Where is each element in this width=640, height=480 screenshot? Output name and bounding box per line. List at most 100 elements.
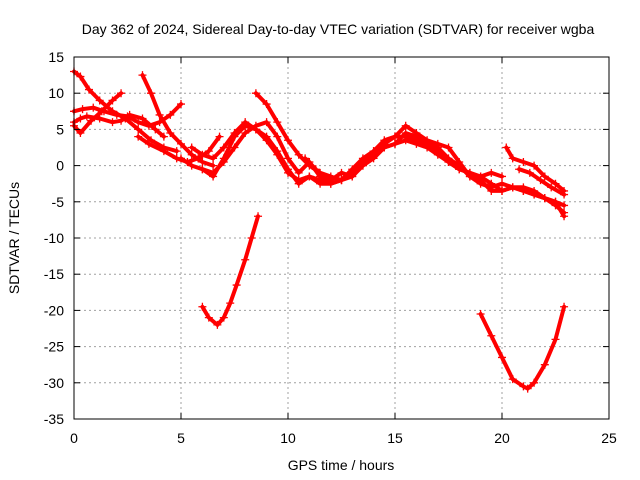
data-point bbox=[219, 157, 228, 166]
data-point bbox=[138, 114, 147, 123]
y-tick-label: -5 bbox=[52, 194, 65, 210]
x-tick-label: 5 bbox=[177, 430, 185, 446]
data-point bbox=[204, 147, 213, 156]
data-point bbox=[369, 147, 378, 156]
data-point bbox=[498, 179, 506, 188]
series-track-10 bbox=[251, 89, 506, 185]
data-point bbox=[519, 157, 528, 166]
data-point bbox=[498, 172, 506, 181]
y-tick-label: -35 bbox=[44, 411, 64, 427]
data-point bbox=[560, 302, 569, 311]
y-tick-label: -25 bbox=[44, 339, 64, 355]
data-layer bbox=[70, 67, 569, 393]
y-tick-label: 10 bbox=[48, 85, 64, 101]
data-point bbox=[230, 129, 239, 138]
data-point bbox=[177, 100, 185, 109]
series-track-3 bbox=[70, 110, 168, 141]
data-point bbox=[187, 143, 196, 152]
data-point bbox=[251, 121, 260, 130]
y-axis-label: SDTVAR / TECUs bbox=[6, 182, 22, 294]
data-point bbox=[560, 190, 569, 199]
data-point bbox=[187, 161, 196, 170]
data-point bbox=[273, 150, 282, 159]
data-point bbox=[97, 107, 106, 116]
series-track-9 bbox=[198, 118, 569, 221]
data-point bbox=[95, 114, 104, 123]
data-point bbox=[117, 89, 126, 98]
series-track-5 bbox=[138, 71, 218, 170]
data-point bbox=[247, 234, 256, 242]
data-point bbox=[465, 172, 474, 181]
series-track-1 bbox=[70, 67, 181, 156]
data-point bbox=[508, 183, 517, 192]
data-point bbox=[82, 112, 91, 121]
data-point bbox=[76, 114, 85, 123]
data-point bbox=[358, 154, 367, 163]
data-point bbox=[536, 176, 545, 185]
data-point bbox=[172, 147, 181, 156]
data-point bbox=[241, 129, 250, 138]
data-point bbox=[547, 183, 556, 192]
data-point bbox=[337, 176, 346, 185]
data-point bbox=[423, 136, 432, 145]
data-point bbox=[337, 168, 346, 177]
y-tick-label: 5 bbox=[56, 121, 64, 137]
data-point bbox=[138, 71, 147, 80]
data-point bbox=[487, 331, 496, 340]
data-point bbox=[134, 125, 143, 134]
data-point bbox=[273, 118, 282, 127]
data-point bbox=[125, 110, 134, 119]
data-point bbox=[326, 172, 335, 181]
data-point bbox=[540, 360, 549, 369]
data-point bbox=[476, 179, 485, 188]
x-tick-label: 15 bbox=[387, 430, 403, 446]
data-point bbox=[254, 212, 263, 221]
series-trace bbox=[189, 120, 567, 208]
data-point bbox=[117, 116, 126, 125]
data-point bbox=[502, 143, 511, 152]
series-trace bbox=[72, 69, 179, 154]
data-point bbox=[166, 110, 175, 119]
data-point bbox=[134, 132, 143, 141]
data-point bbox=[166, 129, 175, 138]
data-point bbox=[294, 168, 303, 177]
y-tick-label: 0 bbox=[56, 158, 64, 174]
series-trace bbox=[303, 156, 318, 172]
x-tick-label: 25 bbox=[601, 430, 617, 446]
data-point bbox=[412, 129, 421, 138]
data-point bbox=[213, 320, 222, 329]
data-point bbox=[294, 150, 303, 159]
data-point bbox=[209, 161, 218, 170]
series-track-7 bbox=[177, 121, 569, 217]
data-point bbox=[498, 186, 506, 195]
data-point bbox=[455, 157, 464, 166]
data-point bbox=[198, 165, 207, 174]
data-point bbox=[540, 172, 549, 181]
data-point bbox=[476, 172, 485, 181]
data-point bbox=[348, 165, 357, 174]
data-point bbox=[284, 154, 292, 163]
data-point bbox=[215, 132, 224, 141]
data-point bbox=[498, 353, 506, 362]
data-point bbox=[476, 310, 485, 319]
data-point bbox=[194, 154, 203, 163]
data-point bbox=[487, 183, 496, 192]
data-point bbox=[155, 110, 164, 119]
data-point bbox=[198, 157, 207, 166]
series-arc-2 bbox=[476, 302, 569, 393]
data-point bbox=[316, 179, 325, 188]
data-point bbox=[380, 139, 389, 148]
data-point bbox=[219, 143, 228, 152]
data-point bbox=[444, 154, 453, 163]
series-trace bbox=[140, 73, 216, 168]
data-point bbox=[284, 168, 292, 177]
y-tick-label: -30 bbox=[44, 375, 64, 391]
data-point bbox=[540, 194, 549, 203]
data-point bbox=[134, 118, 143, 127]
data-point bbox=[241, 118, 250, 127]
y-tick-label: -15 bbox=[44, 266, 64, 282]
data-point bbox=[84, 85, 93, 94]
data-point bbox=[284, 136, 292, 145]
data-point bbox=[177, 154, 185, 163]
